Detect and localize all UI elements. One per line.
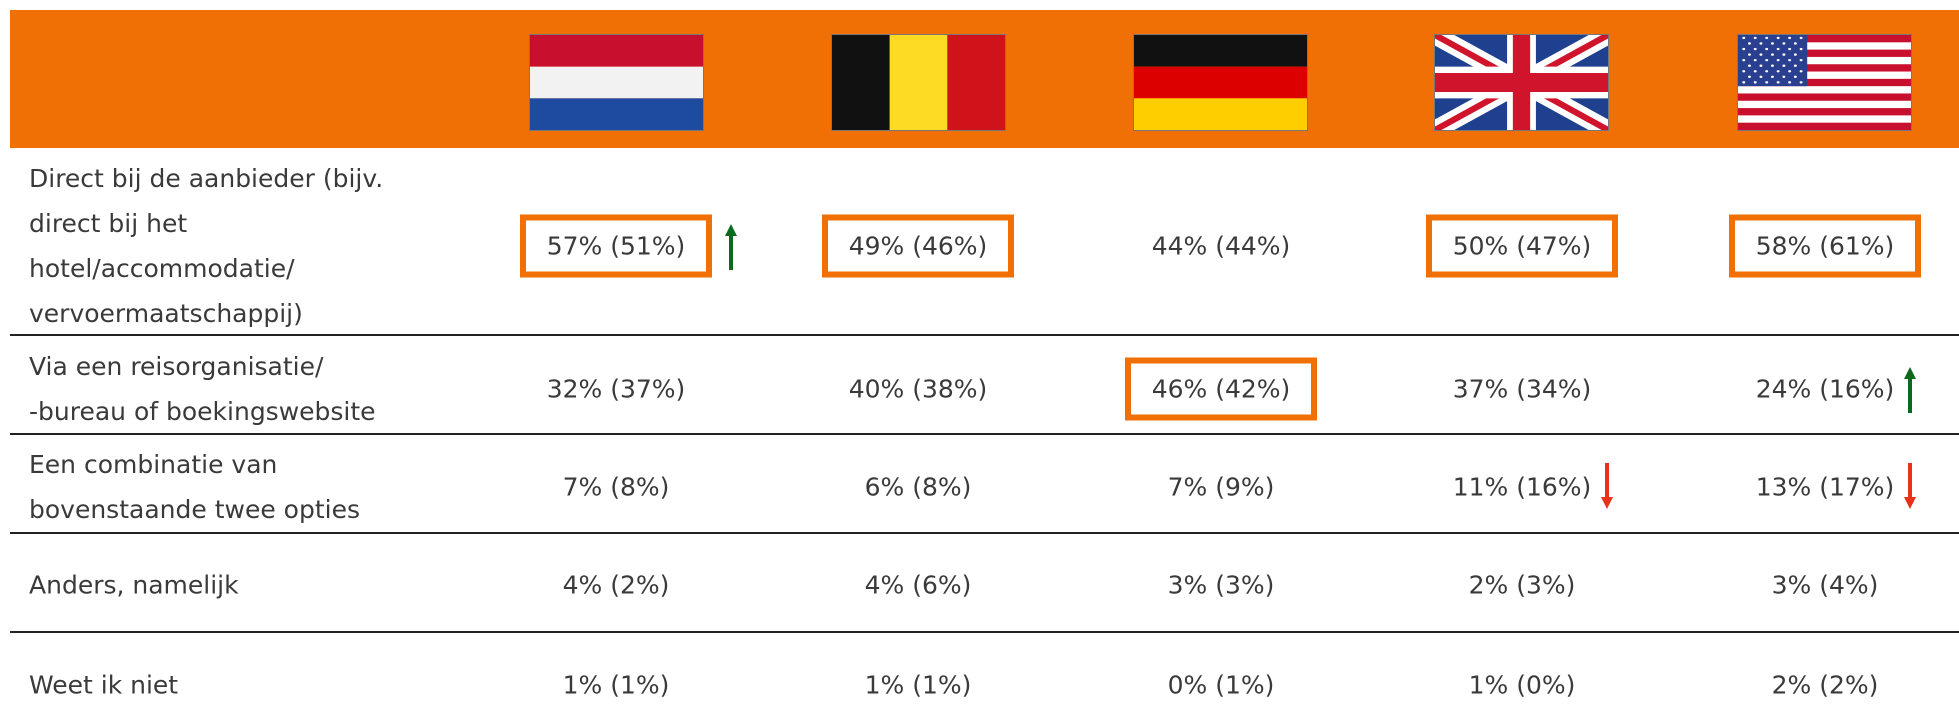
row-divider [10,334,1959,336]
cell-value: 3% (4%) [1771,570,1879,600]
cell-value: 58% (61%) [1755,231,1895,261]
label-line: Weet ik niet [29,670,179,700]
cell-value: 37% (34%) [1452,374,1592,404]
highlight-box [822,214,1014,278]
cell-value: 40% (38%) [848,374,988,404]
cell-value: 6% (8%) [864,472,972,502]
label-line: direct bij het [29,209,188,238]
flag-germany [1133,34,1308,131]
cell-value: 2% (3%) [1468,570,1576,600]
row-label: Weet ik niet [29,663,178,705]
label-line: vervoermaatschappij) [29,299,303,328]
cell-value: 50% (47%) [1452,231,1592,261]
row-label: Anders, namelijk [29,563,239,608]
row-divider [10,631,1959,633]
highlight-box [520,214,712,278]
cell-value: 11% (16%) [1452,472,1592,502]
label-line: hotel/accommodatie/ [29,254,295,283]
trend-arrow-down [1600,463,1614,511]
cell-value: 44% (44%) [1151,231,1291,261]
trend-arrow-down [1903,463,1917,511]
cell-value: 1% (1%) [562,670,670,700]
row-label: Een combinatie van bovenstaande twee opti… [29,442,360,532]
highlight-box [1426,214,1618,278]
flag-belgium [831,34,1006,131]
trend-arrow-up [1903,365,1917,413]
label-line: Een combinatie van [29,450,278,479]
flag-uk [1434,34,1609,131]
cell-value: 32% (37%) [546,374,686,404]
row-divider [10,532,1959,534]
label-line: Anders, namelijk [29,570,239,600]
row-label: Direct bij de aanbieder (bijv. direct bij… [29,156,383,336]
cell-value: 24% (16%) [1755,374,1895,404]
cell-value: 1% (1%) [864,670,972,700]
cell-value: 3% (3%) [1167,570,1275,600]
label-line: Via een reisorganisatie/ [29,352,324,381]
cell-value: 1% (0%) [1468,670,1576,700]
label-line: bovenstaande twee opties [29,495,360,524]
cell-value: 0% (1%) [1167,670,1275,700]
highlight-box [1125,357,1317,421]
cell-value: 4% (6%) [864,570,972,600]
flag-usa [1737,34,1912,131]
cell-value: 46% (42%) [1151,374,1291,404]
cell-value: 13% (17%) [1755,472,1895,502]
highlight-box [1729,214,1921,278]
label-line: Direct bij de aanbieder (bijv. [29,164,384,193]
trend-arrow-up [724,222,738,270]
cell-value: 7% (8%) [562,472,670,502]
cell-value: 4% (2%) [562,570,670,600]
label-line: -bureau of boekingswebsite [29,397,376,426]
row-divider [10,433,1959,435]
cell-value: 57% (51%) [546,231,686,261]
row-label: Via een reisorganisatie/ -bureau of boeki… [29,344,376,434]
cell-value: 49% (46%) [848,231,988,261]
cell-value: 7% (9%) [1167,472,1275,502]
cell-value: 2% (2%) [1771,670,1879,700]
flag-netherlands [529,34,704,131]
